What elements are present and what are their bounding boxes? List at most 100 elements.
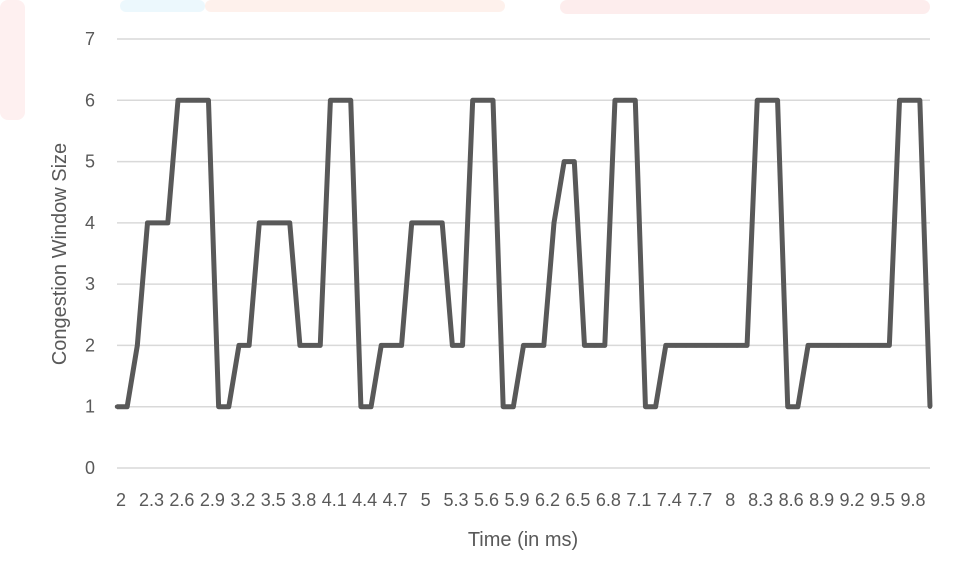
data-point <box>876 343 882 348</box>
y-tick-label: 6 <box>85 90 95 110</box>
x-tick-label: 5 <box>421 490 431 510</box>
data-point <box>196 98 201 103</box>
x-tick-label: 4.1 <box>322 490 347 510</box>
data-point <box>805 343 811 348</box>
data-point <box>500 404 506 409</box>
data-point <box>409 220 414 226</box>
data-point <box>795 404 801 409</box>
y-tick-label: 1 <box>85 397 95 417</box>
data-point <box>521 343 526 348</box>
data-point <box>348 98 353 103</box>
data-point <box>206 98 211 103</box>
x-tick-label: 2.3 <box>139 490 164 510</box>
data-point <box>785 404 790 409</box>
data-point <box>226 404 231 409</box>
data-point <box>480 98 486 103</box>
data-point <box>114 404 120 409</box>
x-tick-label: 7.4 <box>657 490 682 510</box>
data-point <box>836 343 841 348</box>
x-tick-label: 2.9 <box>200 490 225 510</box>
data-point <box>368 404 374 409</box>
data-point <box>734 343 740 348</box>
x-tick-label: 8.3 <box>748 490 773 510</box>
data-point <box>175 98 181 103</box>
series-layer <box>114 97 933 410</box>
data-point <box>927 404 933 409</box>
x-tick-label: 4.7 <box>383 490 408 510</box>
data-point <box>887 343 892 348</box>
data-point <box>541 343 547 348</box>
data-point <box>236 343 242 348</box>
data-point <box>470 98 475 103</box>
watermark-block-top-2 <box>205 0 505 12</box>
x-tick-label: 4.4 <box>352 490 377 510</box>
x-tick-label: 9.2 <box>840 490 865 510</box>
data-point <box>602 343 607 348</box>
data-point <box>318 343 323 348</box>
x-tick-label: 3.5 <box>261 490 286 510</box>
y-tick-labels: 0 1 2 3 4 5 6 7 <box>85 29 95 478</box>
data-point <box>257 220 262 226</box>
data-point <box>165 220 171 226</box>
data-point <box>531 343 536 348</box>
data-point <box>694 343 699 348</box>
x-tick-label: 6.8 <box>596 490 621 510</box>
data-point <box>592 343 597 348</box>
watermark-block-left <box>0 0 25 120</box>
data-point <box>673 343 679 348</box>
x-tick-label: 5.3 <box>444 490 469 510</box>
data-point <box>897 98 902 103</box>
series-line <box>117 97 933 410</box>
x-axis-title: Time (in ms) <box>468 529 578 551</box>
y-tick-label: 5 <box>85 152 95 172</box>
x-tick-label: 9.5 <box>870 490 895 510</box>
y-axis-title: Congestion Window Size <box>49 143 71 365</box>
y-tick-label: 2 <box>85 335 95 355</box>
data-point <box>135 343 140 348</box>
data-point <box>724 343 729 348</box>
data-point <box>450 343 455 348</box>
data-point <box>460 343 465 348</box>
data-point <box>917 98 923 103</box>
data-point <box>246 343 252 348</box>
data-point <box>765 98 770 103</box>
x-tick-label: 6.2 <box>535 490 560 510</box>
data-point <box>683 343 689 348</box>
data-point <box>866 343 872 348</box>
data-point <box>124 404 130 409</box>
data-point <box>287 220 292 226</box>
data-point <box>572 159 577 164</box>
data-point <box>816 343 821 348</box>
x-tick-label: 2 <box>116 490 126 510</box>
data-point <box>490 98 496 103</box>
data-point <box>338 98 343 103</box>
data-point <box>775 98 780 103</box>
data-point <box>907 98 912 103</box>
data-point <box>582 343 587 348</box>
data-point <box>429 220 435 226</box>
data-point <box>440 220 445 226</box>
x-tick-label: 3.8 <box>291 490 316 510</box>
data-point <box>185 98 191 103</box>
y-tick-label: 3 <box>85 274 95 294</box>
data-point <box>145 220 150 226</box>
data-point <box>389 343 394 348</box>
x-tick-label: 7.7 <box>687 490 712 510</box>
x-tick-label: 3.2 <box>230 490 255 510</box>
data-point <box>511 404 516 409</box>
data-point <box>419 220 425 226</box>
data-point <box>297 343 303 348</box>
data-point <box>633 98 638 103</box>
data-point <box>307 343 313 348</box>
data-point <box>379 343 384 348</box>
data-point <box>358 404 364 409</box>
x-tick-label: 6.5 <box>565 490 590 510</box>
data-point <box>744 343 750 348</box>
x-tick-label: 8 <box>725 490 735 510</box>
data-point <box>663 343 668 348</box>
data-point <box>551 220 557 226</box>
x-tick-label: 8.9 <box>809 490 834 510</box>
data-point <box>612 98 618 103</box>
data-point <box>561 159 567 164</box>
